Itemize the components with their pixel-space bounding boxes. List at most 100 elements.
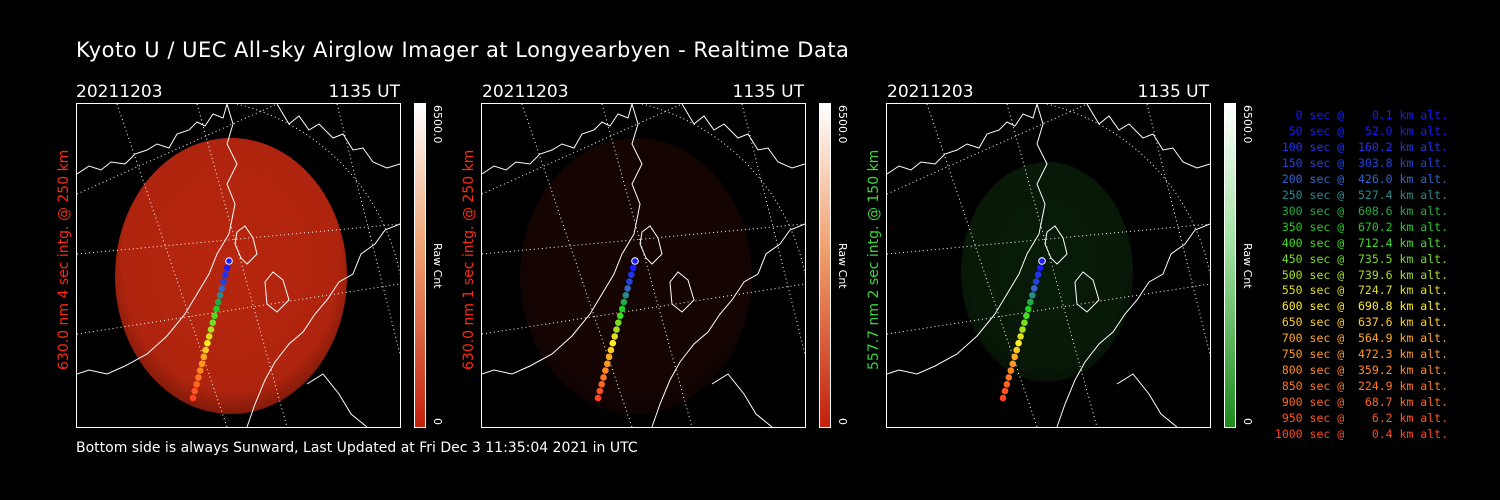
trajectory-point (594, 394, 602, 402)
trajectory-point (1007, 367, 1015, 374)
legend-entry: 700 sec @ 564.9 km alt. (1274, 331, 1448, 346)
trajectory-point (596, 387, 604, 395)
trajectory-point (1036, 264, 1044, 272)
grid-line (236, 104, 400, 275)
grid-line (77, 104, 278, 195)
legend-entry: 250 sec @ 527.4 km alt. (1274, 187, 1448, 202)
trajectory-point (1025, 305, 1032, 313)
grid-line (77, 283, 400, 335)
coastline (1056, 223, 1210, 427)
panel-2-colorbar-min: 0 (836, 418, 849, 425)
coastline (77, 104, 238, 375)
trajectory-point (1017, 333, 1024, 340)
coastline (887, 104, 1038, 175)
trajectory-point (602, 367, 609, 374)
trajectory-point (615, 319, 622, 326)
trajectory-point (191, 387, 199, 395)
trajectory-point (211, 312, 218, 320)
legend-entry: 150 sec @ 303.8 km alt. (1274, 155, 1448, 170)
coastline (681, 104, 805, 169)
panel-3-colorbar-min: 0 (1241, 418, 1254, 425)
trajectory-point (604, 360, 611, 368)
trajectory-point (1029, 292, 1036, 299)
coastline (1074, 271, 1100, 313)
legend-entry: 0 sec @ 0.1 km alt. (1274, 108, 1448, 122)
trajectory-point (618, 305, 626, 313)
trajectory-point (1001, 387, 1009, 395)
trajectory-point (600, 374, 607, 381)
trajectory-point (999, 394, 1007, 402)
trajectory-point (223, 264, 231, 272)
panel-1-image (76, 103, 401, 428)
trajectory-point (1027, 298, 1034, 306)
coastline (234, 225, 258, 265)
panel-2-colorbar-unit: Raw Cnt (836, 243, 849, 289)
trajectory-point (1005, 374, 1013, 381)
footer-note: Bottom side is always Sunward, Last Upda… (76, 440, 638, 456)
panel-1-date: 20211203 (76, 82, 163, 102)
coastline (77, 104, 228, 175)
trajectory-point (1003, 381, 1011, 388)
grid-line (482, 104, 683, 195)
trajectory-point (213, 305, 220, 313)
coastline (711, 373, 773, 427)
legend-entry: 950 sec @ 6.2 km alt. (1274, 411, 1448, 426)
airglow-sky-image (520, 138, 752, 414)
panel-3-colorbar-unit: Raw Cnt (1241, 243, 1254, 289)
coastline (246, 223, 400, 427)
panel-1-colorbar-min: 0 (431, 418, 444, 425)
trajectory-point (611, 333, 618, 340)
trajectory-point (1038, 257, 1046, 265)
coastline (1116, 373, 1178, 427)
trajectory-point (1011, 353, 1018, 361)
coastline (482, 104, 633, 175)
trajectory-point (207, 326, 215, 333)
trajectory-point (605, 353, 613, 361)
trajectory-point (195, 374, 202, 381)
grid-line (116, 104, 228, 427)
legend-entry: 800 sec @ 359.2 km alt. (1274, 363, 1448, 378)
coastline (482, 104, 643, 375)
panel-2-side-label: 630.0 nm 1 sec intg. @ 250 km (461, 149, 477, 370)
trajectory-point (1015, 339, 1022, 347)
trajectory-point (193, 381, 200, 388)
trajectory-point (222, 271, 229, 278)
legend-entry: 900 sec @ 68.7 km alt. (1274, 395, 1448, 410)
trajectory-point (1032, 278, 1040, 285)
grid-line (482, 283, 805, 335)
trajectory-point (626, 278, 633, 285)
panel-2-time: 1135 UT (732, 82, 805, 102)
trajectory-point (202, 346, 209, 354)
grid-line (887, 283, 1210, 335)
trajectory-point (209, 319, 217, 326)
panel-3-side-label: 557.7 nm 2 sec intg. @ 150 km (866, 149, 882, 370)
legend-entry: 600 sec @ 690.8 km alt. (1274, 299, 1448, 314)
airglow-sky-image (115, 138, 347, 414)
trajectory-point (1019, 326, 1026, 333)
panel-1-colorbar-unit: Raw Cnt (431, 243, 444, 289)
grid-line (336, 104, 400, 355)
panel-2-date: 20211203 (482, 82, 569, 102)
legend-entry: 450 sec @ 735.5 km alt. (1274, 251, 1448, 266)
trajectory-point (613, 326, 620, 333)
legend-entry: 200 sec @ 426.0 km alt. (1274, 171, 1448, 186)
panel-1-colorbar (414, 103, 426, 428)
coastline (264, 271, 290, 313)
trajectory-point (1009, 360, 1017, 368)
trajectory-point (1013, 346, 1020, 354)
trajectory-point (189, 394, 197, 402)
grid-line (641, 104, 805, 275)
legend-entry: 300 sec @ 608.6 km alt. (1274, 203, 1448, 218)
trajectory-point (598, 381, 605, 388)
panel-1-colorbar-max: 6500.0 (431, 105, 444, 144)
legend-entry: 650 sec @ 637.6 km alt. (1274, 315, 1448, 330)
trajectory-point (624, 285, 631, 292)
trajectory-point (218, 285, 226, 292)
trajectory-point (196, 367, 204, 374)
panel-3-time: 1135 UT (1137, 82, 1210, 102)
trajectory-point (620, 298, 628, 306)
trajectory-point (214, 298, 222, 306)
airglow-sky-image (961, 162, 1133, 382)
trajectory-point (204, 339, 211, 347)
panel-3-date: 20211203 (887, 82, 974, 102)
